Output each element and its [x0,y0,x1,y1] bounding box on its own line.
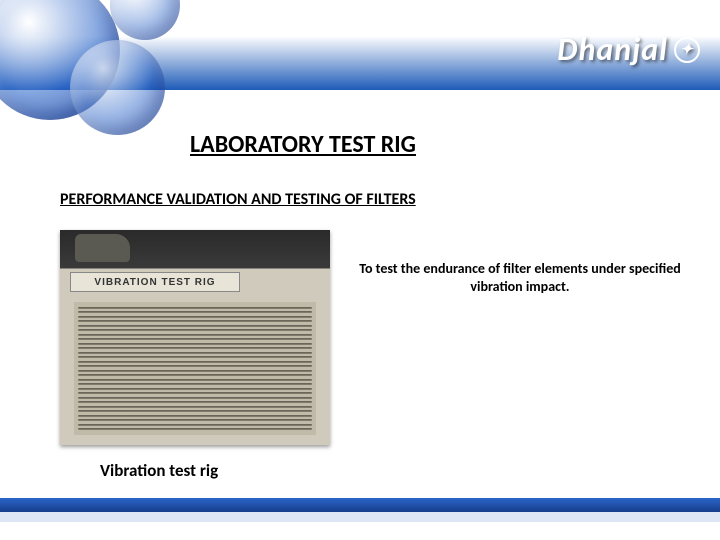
grille-slat [78,415,312,417]
grille-slat [78,329,312,331]
slide-subtitle: PERFORMANCE VALIDATION AND TESTING OF FI… [60,190,416,209]
grille-slat [78,361,312,363]
brand-logo: Dhanjal ✦ [557,30,700,69]
footer-light-band [0,512,720,522]
grille-slat [78,392,312,394]
grille-slat [78,307,312,309]
grille-slat [78,383,312,385]
equipment-description: To test the endurance of filter elements… [350,230,690,445]
equipment-photo: VIBRATION TEST RIG [60,230,330,445]
grille-slat [78,419,312,421]
grille-slat [78,338,312,340]
grille-slat [78,410,312,412]
footer-band [0,498,720,512]
logo-emblem-icon: ✦ [674,37,700,63]
grille-slat [78,365,312,367]
decorative-bubbles [0,0,190,190]
grille-slat [78,356,312,358]
grille-slat [78,424,312,426]
grille-slat [78,397,312,399]
grille-slat [78,347,312,349]
grille-slat [78,401,312,403]
bubble-medium [70,40,165,135]
grille-slat [78,343,312,345]
slide-title: LABORATORY TEST RIG [190,130,416,159]
grille-slat [78,379,312,381]
grille-slat [78,325,312,327]
rig-nameplate: VIBRATION TEST RIG [70,272,240,292]
grille-slat [78,316,312,318]
grille-slat [78,388,312,390]
grille-slat [78,370,312,372]
content-row: VIBRATION TEST RIG To test the endurance… [60,230,690,445]
logo-text: Dhanjal [557,30,668,69]
grille-slat [78,334,312,336]
rig-top-fixture [75,234,130,262]
grille-slat [78,406,312,408]
grille-slat [78,320,312,322]
grille-slat [78,374,312,376]
equipment-caption: Vibration test rig [100,460,218,481]
grille-slat [78,428,312,430]
grille-slat [78,352,312,354]
bubble-small [110,0,180,40]
grille-slat [78,311,312,313]
rig-grille [74,302,316,435]
